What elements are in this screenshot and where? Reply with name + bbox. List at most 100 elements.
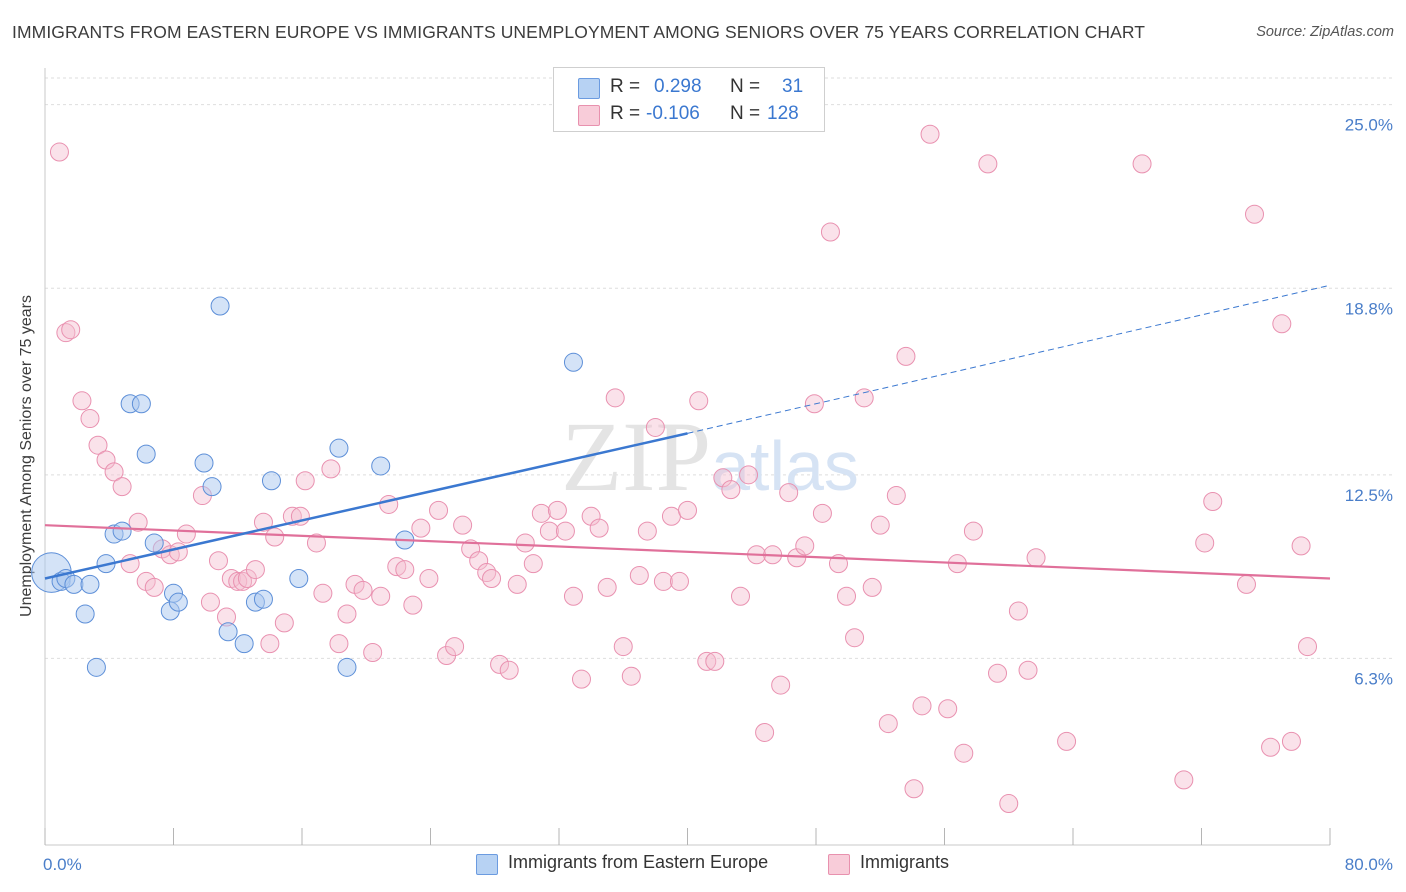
data-point-immigrants	[112, 477, 132, 497]
data-point-immigrants	[419, 568, 439, 588]
stats-legend: R = 0.298 N = 31 R = -0.106 N = 128	[553, 67, 825, 132]
data-point-immigrants	[812, 503, 832, 523]
data-point-immigrants	[999, 794, 1019, 814]
data-point-immigrants	[621, 666, 641, 686]
data-point-immigrants	[128, 512, 148, 532]
data-point-eastern-europe	[337, 657, 357, 677]
y-tick-label: 18.8%	[1345, 299, 1393, 318]
data-point-immigrants	[795, 536, 815, 556]
watermark-atlas: atlas	[711, 427, 859, 505]
data-point-immigrants	[705, 651, 725, 671]
data-point-immigrants	[845, 628, 865, 648]
data-point-immigrants	[88, 435, 108, 455]
data-point-eastern-europe	[112, 521, 132, 541]
data-point-immigrants	[1008, 601, 1028, 621]
data-point-immigrants	[461, 539, 481, 559]
data-point-immigrants	[371, 586, 391, 606]
data-point-immigrants	[490, 654, 510, 674]
data-point-immigrants	[168, 542, 188, 562]
data-point-eastern-europe	[131, 394, 151, 414]
trend-line-immigrants	[44, 524, 1331, 580]
n-label: N =	[730, 76, 761, 97]
data-point-immigrants	[1203, 491, 1223, 511]
data-point-immigrants	[581, 506, 601, 526]
data-point-immigrants	[363, 643, 383, 663]
data-point-immigrants	[963, 521, 983, 541]
data-point-immigrants	[411, 518, 431, 538]
data-point-immigrants	[613, 637, 633, 657]
data-point-immigrants	[645, 417, 665, 437]
data-point-eastern-europe	[563, 352, 583, 372]
data-point-immigrants	[403, 595, 423, 615]
x-tick-label: 80.0%	[1345, 855, 1393, 874]
data-point-immigrants	[678, 500, 697, 520]
chart-title: IMMIGRANTS FROM EASTERN EUROPE VS IMMIGR…	[12, 22, 1146, 42]
data-point-immigrants	[429, 500, 449, 520]
blue-swatch	[476, 854, 498, 875]
data-point-immigrants	[507, 574, 527, 594]
legend-label: Immigrants from Eastern Europe	[508, 852, 769, 872]
data-point-eastern-europe	[202, 477, 222, 497]
data-point-eastern-europe	[289, 568, 309, 588]
data-point-immigrants	[515, 533, 535, 553]
data-point-immigrants	[265, 527, 285, 547]
data-point-immigrants	[176, 524, 196, 544]
data-point-immigrants	[697, 651, 717, 671]
axes	[44, 68, 1331, 846]
data-point-immigrants	[637, 521, 657, 541]
data-point-immigrants	[938, 699, 958, 719]
data-point-immigrants	[555, 521, 575, 541]
eastern-europe-series	[31, 296, 583, 677]
data-point-immigrants	[144, 577, 164, 597]
data-point-eastern-europe	[168, 592, 188, 612]
y-tick-label: 25.0%	[1345, 116, 1393, 135]
n-value: 31	[782, 76, 804, 97]
data-point-immigrants	[771, 675, 791, 695]
data-point-immigrants	[1245, 204, 1265, 224]
r-label: R =	[610, 76, 641, 97]
data-point-immigrants	[469, 551, 489, 571]
data-point-immigrants	[499, 660, 519, 680]
data-point-immigrants	[482, 568, 502, 588]
r-value: -0.106	[646, 103, 700, 124]
data-point-immigrants	[1018, 660, 1038, 680]
data-point-immigrants	[896, 346, 916, 366]
y-tick-label: 6.3%	[1354, 669, 1393, 688]
n-value: 128	[767, 103, 799, 124]
data-point-eastern-europe	[80, 574, 100, 594]
data-point-immigrants	[200, 592, 220, 612]
pink-swatch	[578, 105, 600, 126]
data-point-immigrants	[563, 586, 583, 606]
legend-label: Immigrants	[860, 852, 950, 872]
blue-swatch	[578, 78, 600, 99]
data-point-immigrants	[1057, 731, 1077, 751]
data-point-immigrants	[854, 388, 874, 408]
data-point-immigrants	[571, 669, 591, 689]
data-point-eastern-europe	[194, 453, 214, 473]
data-point-eastern-europe	[210, 296, 230, 316]
data-point-immigrants	[453, 515, 473, 535]
data-point-immigrants	[629, 566, 649, 586]
data-point-immigrants	[445, 637, 465, 657]
data-point-immigrants	[779, 483, 799, 503]
data-point-immigrants	[1281, 731, 1301, 751]
data-point-immigrants	[1132, 154, 1152, 174]
data-point-immigrants	[669, 571, 689, 591]
data-point-eastern-europe	[329, 438, 349, 458]
r-value: 0.298	[654, 76, 702, 97]
data-point-immigrants	[274, 613, 294, 633]
data-point-immigrants	[721, 480, 741, 500]
data-point-immigrants	[862, 577, 882, 597]
data-point-immigrants	[1272, 314, 1292, 334]
data-point-immigrants	[978, 154, 998, 174]
data-point-immigrants	[61, 320, 81, 340]
y-tick-label: 12.5%	[1345, 486, 1393, 505]
data-point-immigrants	[886, 486, 906, 506]
data-point-immigrants	[1174, 770, 1194, 790]
data-point-immigrants	[904, 779, 924, 799]
data-point-eastern-europe	[218, 622, 238, 642]
data-point-immigrants	[837, 586, 857, 606]
watermark: ZIPatlas	[561, 401, 859, 512]
data-point-immigrants	[988, 663, 1008, 683]
